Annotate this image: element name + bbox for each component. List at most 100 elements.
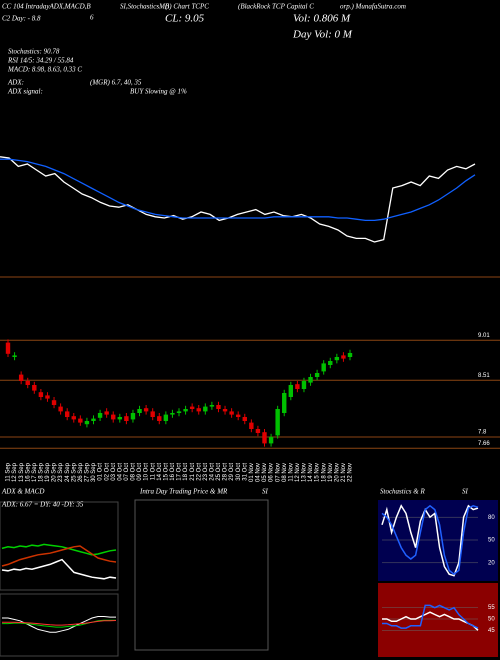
candle-body <box>137 409 142 413</box>
x-tick-label: 21 Nov <box>341 463 347 482</box>
panel-title: ADX & MACD <box>1 488 44 496</box>
candle-body <box>51 400 57 405</box>
panel-frame <box>0 501 119 591</box>
x-tick-label: 09 Oct <box>137 463 143 481</box>
x-tick-label: 14 Oct <box>157 463 163 481</box>
candle-body <box>12 355 17 357</box>
header-text: (i) Chart TCPC <box>165 3 209 11</box>
x-tick-label: 04 Oct <box>117 463 123 481</box>
x-tick-label: 08 Nov <box>282 463 288 482</box>
x-tick-label: 16 Oct <box>170 463 176 481</box>
x-tick-label: 18 Sep <box>38 462 44 482</box>
x-tick-label: 23 Sep <box>58 462 64 482</box>
candle-body <box>58 406 63 412</box>
series-line <box>2 616 116 633</box>
adx-signal-label: ADX signal: <box>7 88 43 96</box>
rsi-text: RSI 14/5: 34.29 / 55.84 <box>7 57 74 65</box>
candle-body <box>328 361 333 365</box>
x-tick-label: 26 Sep <box>78 462 84 482</box>
candle-body <box>262 432 267 444</box>
x-tick-label: 17 Oct <box>177 463 183 481</box>
candle-body <box>130 413 136 420</box>
candle-body <box>282 393 287 413</box>
series-line <box>381 504 479 576</box>
x-tick-label: 15 Oct <box>163 463 169 481</box>
y-tick-label: 50 <box>488 538 495 544</box>
x-tick-label: 07 Oct <box>124 463 130 481</box>
x-tick-label: 07 Nov <box>275 463 281 482</box>
candle-body <box>124 416 129 421</box>
panel-title: Intra Day Trading Price & MR <box>139 488 228 496</box>
series-line <box>0 158 476 222</box>
x-tick-label: 04 Nov <box>255 463 261 482</box>
candle-body <box>18 374 24 381</box>
x-tick-label: 06 Nov <box>269 463 275 482</box>
panel-title: Stochastics & R <box>380 488 425 496</box>
candle-body <box>64 411 70 417</box>
x-tick-label: 13 Sep <box>19 462 25 482</box>
x-tick-label: 25 Sep <box>71 462 77 482</box>
x-tick-label: 31 Oct <box>242 463 248 481</box>
series-line <box>1 558 117 580</box>
candle-body <box>334 357 340 361</box>
y-tick-label: 45 <box>488 628 495 634</box>
x-tick-label: 23 Oct <box>203 463 209 481</box>
candle-body <box>117 417 123 420</box>
candle-body <box>5 342 11 354</box>
series-line <box>381 504 479 577</box>
x-tick-label: 14 Nov <box>308 463 314 482</box>
candle-body <box>222 409 228 412</box>
rsi-panel <box>378 583 498 657</box>
candle-body <box>38 392 44 397</box>
level-label: 9.01 <box>478 333 490 339</box>
candle-body <box>32 385 37 391</box>
x-tick-label: 01 Oct <box>98 463 104 481</box>
x-tick-label: 15 Nov <box>315 463 321 482</box>
candle-body <box>111 414 116 420</box>
x-tick-label: 17 Sep <box>32 462 38 482</box>
x-tick-label: 19 Sep <box>45 462 51 482</box>
x-tick-label: 16 Sep <box>25 462 31 482</box>
y-tick-label: 20 <box>488 560 495 566</box>
candle-body <box>216 405 221 409</box>
candle-body <box>288 385 294 397</box>
header-text: CC 104 IntradayADX,MACD,B <box>2 3 91 11</box>
panel-frame <box>0 593 119 657</box>
candle-body <box>91 418 96 421</box>
candle-body <box>275 409 280 436</box>
x-tick-label: 22 Nov <box>348 463 354 482</box>
x-tick-label: 05 Nov <box>262 463 268 482</box>
day-volume-text: Day Vol: 0 M <box>292 29 353 41</box>
candle-body <box>71 416 76 420</box>
candle-body <box>78 418 83 423</box>
x-tick-label: 19 Nov <box>328 463 334 482</box>
candle-body <box>301 381 307 389</box>
candle-body <box>157 416 162 421</box>
x-tick-label: 18 Nov <box>321 463 327 482</box>
stochastics-text: Stochastics: 90.78 <box>8 48 60 56</box>
candle-body <box>321 363 326 372</box>
x-tick-label: 11 Sep <box>6 462 12 481</box>
series-line <box>0 156 476 243</box>
panel-subtitle: ADX: 6.67 = DY: 40 -DY: 35 <box>1 501 84 509</box>
candle-body <box>314 373 320 377</box>
x-tick-label: 10 Oct <box>144 463 150 481</box>
series-line <box>382 604 479 629</box>
candle-body <box>25 381 30 385</box>
candle-body <box>295 384 300 389</box>
close-text: CL: 9.05 <box>165 13 205 25</box>
header-text: SI,StochasticsMB <box>120 3 170 11</box>
x-tick-label: 18 Oct <box>183 463 189 481</box>
x-tick-label: 03 Oct <box>111 463 117 481</box>
x-tick-label: 21 Oct <box>190 463 196 481</box>
x-tick-label: 11 Nov <box>288 463 294 482</box>
x-tick-label: 12 Sep <box>12 462 18 482</box>
volume-text: Vol: 0.806 M <box>293 13 351 25</box>
x-tick-label: 24 Sep <box>65 462 71 482</box>
x-tick-label: 20 Nov <box>334 463 340 482</box>
candle-body <box>249 422 254 429</box>
x-tick-label: 29 Oct <box>229 463 235 481</box>
candle-body <box>176 411 182 413</box>
y-tick-label: 50 <box>488 617 495 623</box>
